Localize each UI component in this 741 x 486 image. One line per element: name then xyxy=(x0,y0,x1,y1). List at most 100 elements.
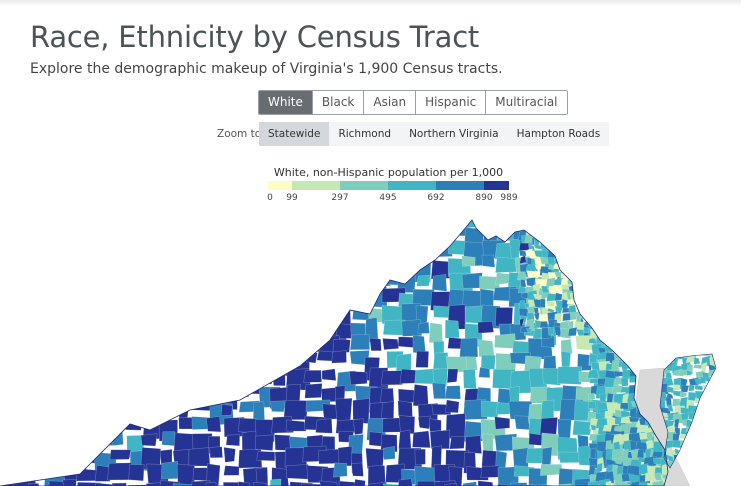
census-tract[interactable] xyxy=(12,291,32,304)
census-tract[interactable] xyxy=(175,355,198,370)
census-tract[interactable] xyxy=(655,242,676,255)
census-tract[interactable] xyxy=(582,279,591,290)
census-tract[interactable] xyxy=(161,431,176,447)
census-tract[interactable] xyxy=(225,225,248,246)
census-tract[interactable] xyxy=(254,434,274,451)
census-tract[interactable] xyxy=(288,259,305,271)
census-tract[interactable] xyxy=(708,412,717,420)
census-tract[interactable] xyxy=(28,368,50,391)
census-tract[interactable] xyxy=(589,237,608,249)
census-tract[interactable] xyxy=(548,231,562,238)
census-tract[interactable] xyxy=(654,273,671,297)
census-tract[interactable] xyxy=(111,482,127,486)
census-tract[interactable] xyxy=(587,480,600,486)
census-tract[interactable] xyxy=(269,478,282,486)
census-tract[interactable] xyxy=(652,337,661,348)
census-tract[interactable] xyxy=(125,417,142,431)
census-tract[interactable] xyxy=(398,429,412,450)
census-tract[interactable] xyxy=(126,381,141,403)
census-tract[interactable] xyxy=(333,462,348,478)
census-tract[interactable] xyxy=(524,235,532,244)
census-tract[interactable] xyxy=(347,273,363,291)
census-tract[interactable] xyxy=(383,446,396,460)
census-tract[interactable] xyxy=(176,291,188,317)
census-tract[interactable] xyxy=(666,276,684,289)
census-tract[interactable] xyxy=(204,482,217,486)
census-tract[interactable] xyxy=(176,334,191,349)
census-tract[interactable] xyxy=(637,350,658,371)
census-tract[interactable] xyxy=(145,255,170,282)
census-tract[interactable] xyxy=(335,227,354,251)
census-tract[interactable] xyxy=(94,464,111,482)
census-tract[interactable] xyxy=(351,462,364,477)
census-tract[interactable] xyxy=(49,370,69,389)
census-tract[interactable] xyxy=(576,256,586,264)
zoom-richmond-button[interactable]: Richmond xyxy=(338,128,392,140)
census-tract[interactable] xyxy=(568,228,578,237)
census-tract[interactable] xyxy=(159,306,176,319)
census-tract[interactable] xyxy=(128,270,141,284)
census-tract[interactable] xyxy=(124,221,148,243)
census-tract[interactable] xyxy=(238,254,259,271)
census-tract[interactable] xyxy=(701,432,709,440)
census-tract[interactable] xyxy=(652,345,661,359)
census-tract[interactable] xyxy=(694,434,702,444)
census-tract[interactable] xyxy=(463,368,477,390)
census-tract[interactable] xyxy=(412,334,426,354)
census-tract[interactable] xyxy=(655,308,675,327)
census-tract[interactable] xyxy=(638,210,653,224)
census-tract[interactable] xyxy=(570,257,577,269)
census-tract[interactable] xyxy=(588,271,598,278)
census-tract[interactable] xyxy=(660,356,671,366)
census-tract[interactable] xyxy=(145,240,172,260)
census-tract[interactable] xyxy=(555,242,562,248)
census-tract[interactable] xyxy=(624,334,650,361)
census-tract[interactable] xyxy=(465,435,482,454)
census-tract[interactable] xyxy=(17,305,41,326)
census-tract[interactable] xyxy=(318,301,344,315)
census-tract[interactable] xyxy=(688,433,700,440)
census-tract[interactable] xyxy=(643,456,657,467)
census-tract[interactable] xyxy=(210,308,231,329)
census-tract[interactable] xyxy=(594,210,616,233)
census-tract[interactable] xyxy=(557,468,575,486)
census-tract[interactable] xyxy=(238,306,255,327)
census-tract[interactable] xyxy=(366,254,381,272)
census-tract[interactable] xyxy=(596,286,607,294)
census-tract[interactable] xyxy=(140,399,152,415)
census-tract[interactable] xyxy=(604,242,621,259)
census-tract[interactable] xyxy=(173,302,188,325)
census-tract[interactable] xyxy=(335,397,353,422)
census-tract[interactable] xyxy=(113,320,131,340)
census-tract[interactable] xyxy=(349,370,368,385)
census-tract[interactable] xyxy=(562,312,572,322)
census-tract[interactable] xyxy=(223,465,240,476)
census-tract[interactable] xyxy=(561,229,570,238)
census-tract[interactable] xyxy=(525,328,533,334)
census-tract[interactable] xyxy=(189,355,207,372)
census-tract[interactable] xyxy=(669,243,693,266)
census-tract[interactable] xyxy=(611,358,620,371)
census-tract[interactable] xyxy=(554,236,563,249)
census-tract[interactable] xyxy=(694,426,704,435)
census-tract[interactable] xyxy=(16,338,38,363)
census-tract[interactable] xyxy=(715,400,724,407)
census-tract[interactable] xyxy=(669,226,687,238)
census-tract[interactable] xyxy=(715,403,721,416)
census-tract[interactable] xyxy=(636,352,646,364)
census-tract[interactable] xyxy=(13,400,33,418)
census-tract[interactable] xyxy=(709,397,719,403)
census-tract[interactable] xyxy=(46,386,70,410)
census-tract[interactable] xyxy=(13,419,25,445)
census-tract[interactable] xyxy=(574,263,583,269)
census-tract[interactable] xyxy=(642,226,668,246)
census-tract[interactable] xyxy=(0,210,15,228)
census-tract[interactable] xyxy=(0,242,14,257)
census-tract[interactable] xyxy=(126,354,151,366)
census-tract[interactable] xyxy=(608,302,624,316)
census-tract[interactable] xyxy=(11,444,32,462)
census-tract[interactable] xyxy=(589,285,601,297)
census-tract[interactable] xyxy=(680,349,687,358)
census-tract[interactable] xyxy=(699,399,708,406)
census-tract[interactable] xyxy=(575,242,583,254)
